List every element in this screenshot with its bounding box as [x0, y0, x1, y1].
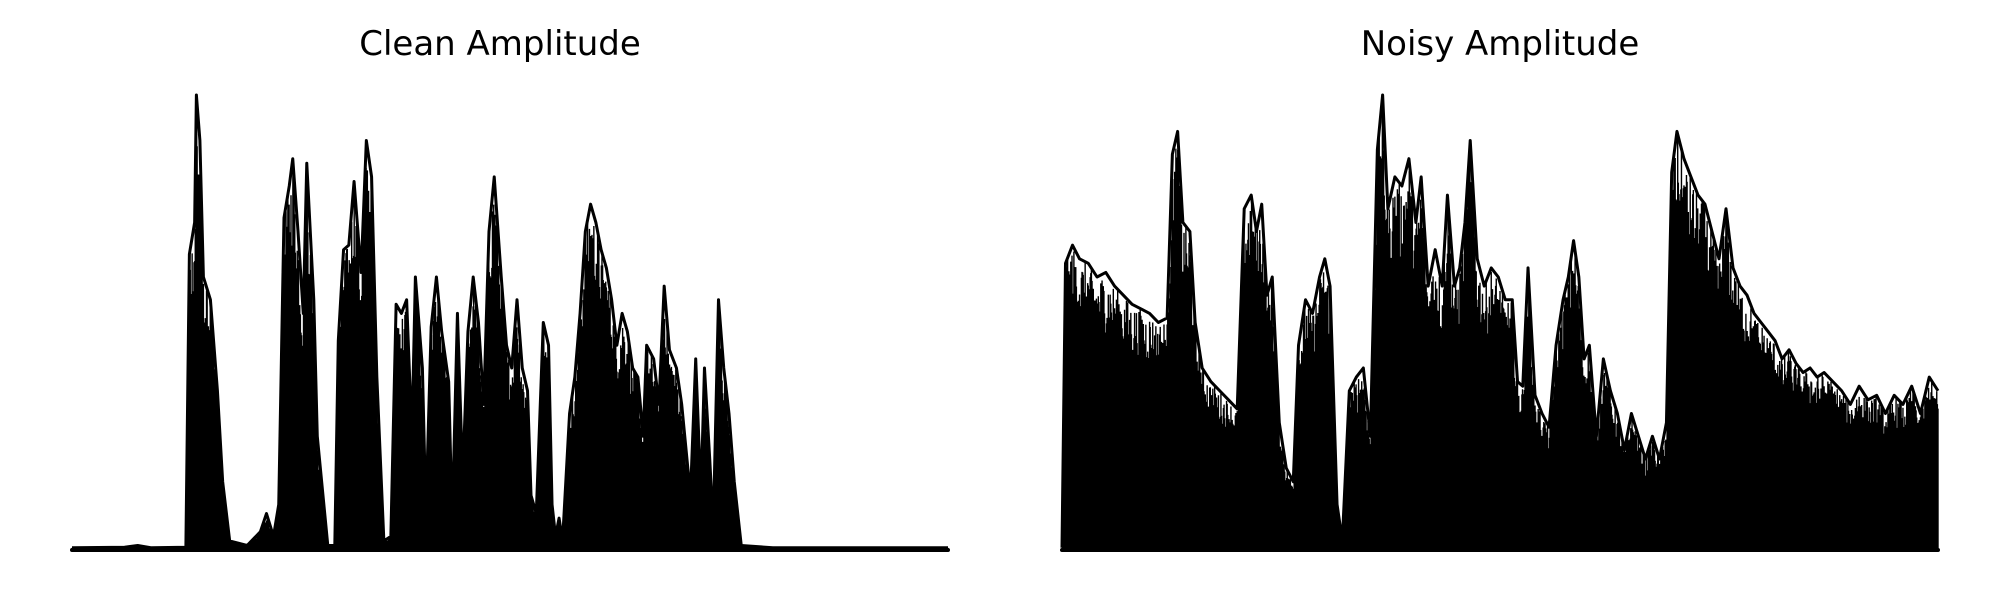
amplitude-waveform: [1060, 93, 1940, 552]
noisy-amplitude-panel: Noisy Amplitude: [1000, 0, 2000, 600]
amplitude-bars: [1061, 97, 1939, 550]
amplitude-envelope-line: [1060, 93, 1940, 548]
amplitude-bars: [71, 133, 949, 550]
noisy-amplitude-plot: [1060, 93, 1940, 552]
amplitude-envelope-line: [71, 93, 948, 550]
clean-amplitude-plot: [70, 93, 950, 552]
noisy-amplitude-title: Noisy Amplitude: [1360, 24, 1640, 64]
clean-amplitude-panel: Clean Amplitude: [70, 24, 950, 552]
amplitude-waveform: [70, 93, 950, 552]
clean-amplitude-title: Clean Amplitude: [359, 24, 641, 64]
